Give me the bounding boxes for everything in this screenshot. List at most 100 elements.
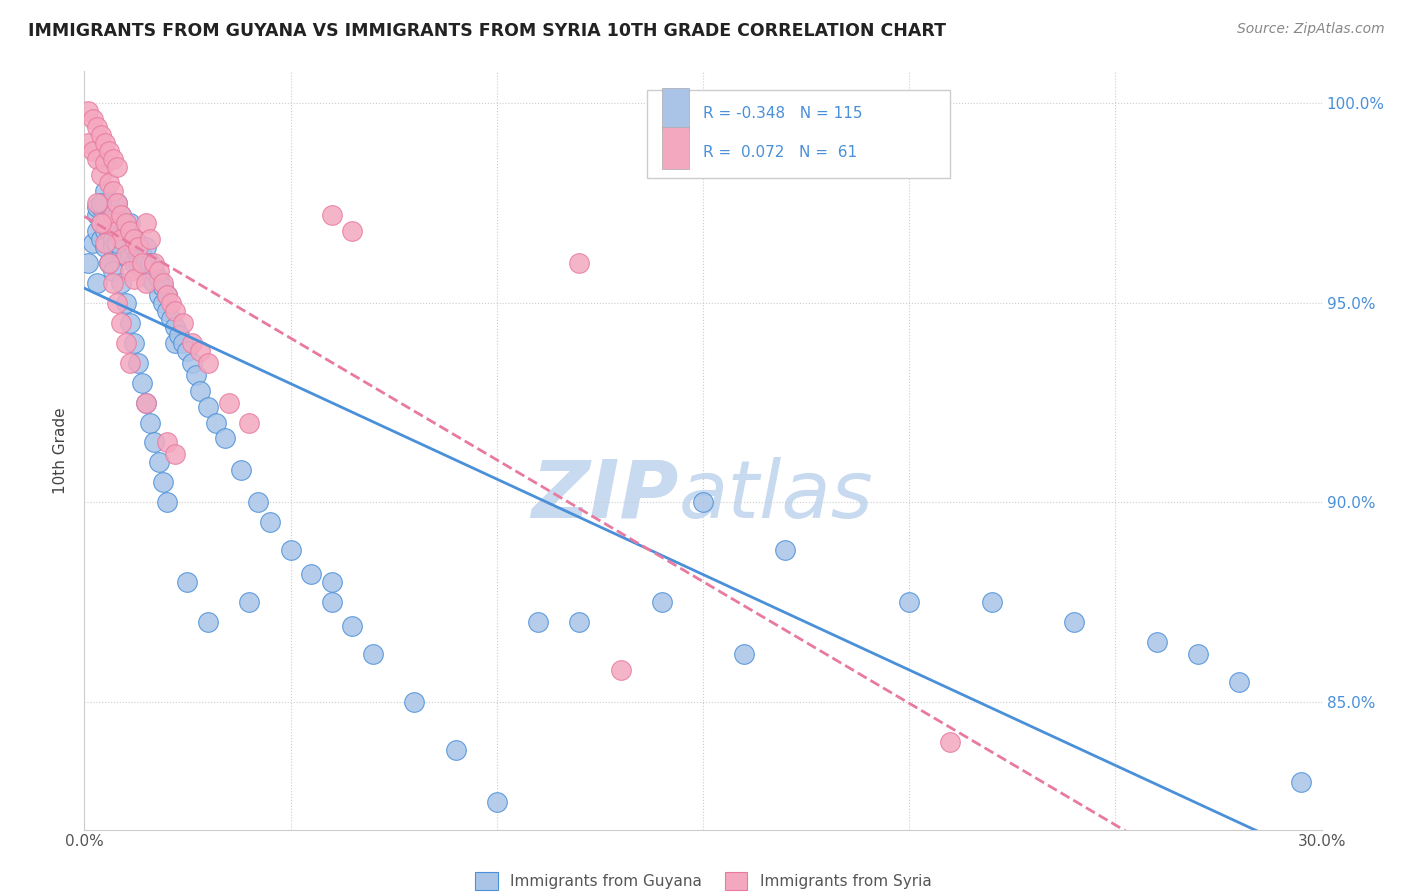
Point (114, 216, 136, 230)
Point (321, 208, 343, 222)
Point (139, 416, 162, 430)
Point (527, 615, 550, 629)
Point (114, 335, 136, 350)
Point (77, 104, 100, 119)
Point (280, 543, 302, 558)
Point (98, 224, 121, 238)
Point (105, 224, 128, 238)
Point (152, 280, 174, 294)
Point (152, 475, 174, 490)
Point (103, 152, 125, 166)
Text: Source: ZipAtlas.com: Source: ZipAtlas.com (1237, 22, 1385, 37)
Point (135, 264, 157, 278)
Point (90, 216, 112, 230)
Point (114, 216, 136, 230)
Point (156, 435, 179, 450)
Point (148, 288, 170, 302)
Point (1146, 635, 1168, 649)
Point (105, 196, 128, 211)
Point (86, 152, 108, 166)
Point (775, 543, 797, 558)
Point (98, 256, 121, 270)
Point (197, 400, 219, 414)
Point (139, 272, 162, 286)
Point (86, 208, 108, 222)
Point (148, 455, 170, 469)
Point (135, 395, 157, 409)
Point (143, 264, 166, 278)
Point (148, 264, 170, 278)
Point (94, 240, 117, 254)
Point (148, 272, 170, 286)
Point (105, 240, 128, 254)
Point (103, 240, 125, 254)
Point (321, 575, 343, 590)
Point (939, 735, 962, 749)
Point (114, 248, 136, 262)
Point (90, 232, 112, 246)
Point (160, 295, 183, 310)
Point (94, 224, 117, 238)
Point (152, 276, 174, 290)
Point (82, 235, 104, 250)
Point (361, 647, 384, 661)
Point (135, 256, 157, 270)
Point (114, 224, 136, 238)
Point (110, 232, 132, 246)
Point (238, 416, 260, 430)
Point (118, 224, 141, 238)
Point (86, 224, 108, 238)
Point (156, 495, 179, 509)
Point (1227, 674, 1250, 689)
Point (103, 264, 125, 278)
Point (90, 128, 112, 143)
Point (77, 136, 100, 151)
Point (898, 595, 921, 609)
Point (205, 416, 228, 430)
Point (86, 200, 108, 214)
Point (110, 208, 132, 222)
Point (114, 295, 136, 310)
Point (131, 376, 153, 390)
Point (172, 316, 194, 330)
Point (127, 240, 149, 254)
Point (122, 335, 145, 350)
Point (156, 303, 179, 318)
Point (188, 343, 211, 358)
Point (86, 196, 108, 211)
Point (105, 160, 128, 174)
Point (105, 295, 128, 310)
Point (122, 272, 145, 286)
Point (98, 208, 121, 222)
Point (118, 216, 141, 230)
Point (184, 368, 207, 382)
Point (152, 295, 174, 310)
Point (90, 196, 112, 211)
Point (143, 256, 166, 270)
Point (139, 232, 162, 246)
Point (103, 232, 125, 246)
Point (167, 327, 190, 342)
Point (485, 795, 508, 809)
Point (176, 343, 198, 358)
Point (131, 256, 153, 270)
Text: ZIP: ZIP (531, 457, 678, 535)
Point (118, 264, 141, 278)
Point (82, 144, 104, 158)
Point (1063, 615, 1085, 629)
Point (165, 319, 187, 334)
Point (444, 743, 467, 757)
Point (94, 196, 117, 211)
Point (214, 432, 236, 446)
Point (651, 595, 673, 609)
Point (180, 356, 202, 370)
FancyBboxPatch shape (647, 90, 950, 178)
Point (122, 240, 145, 254)
Point (342, 224, 364, 238)
Point (218, 395, 240, 409)
Point (127, 248, 149, 262)
Point (90, 216, 112, 230)
Point (165, 303, 187, 318)
Point (609, 663, 631, 677)
Point (127, 356, 149, 370)
